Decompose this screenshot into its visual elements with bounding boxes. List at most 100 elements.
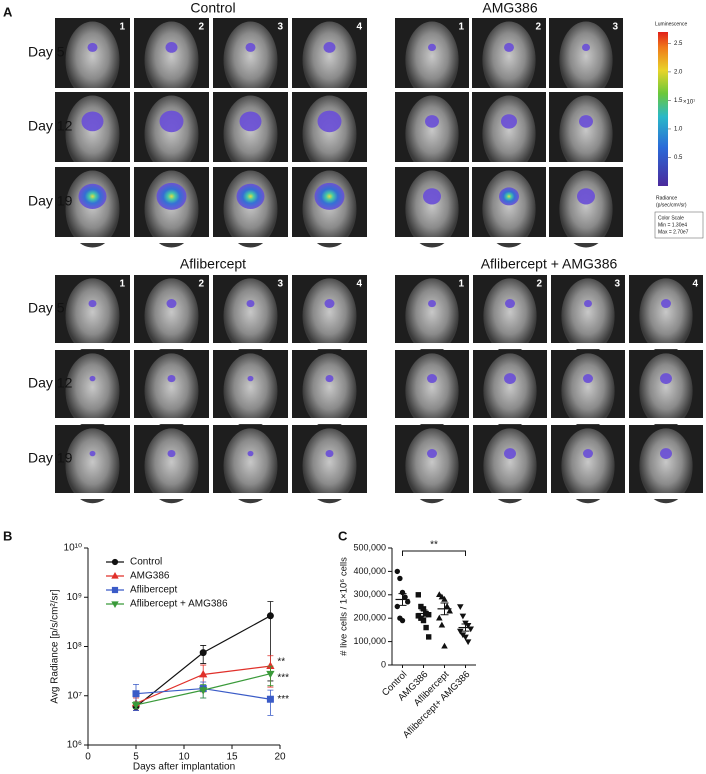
group-title: AMG386 (482, 0, 537, 16)
image-clip (551, 418, 625, 424)
image-clip (473, 343, 547, 349)
mouse-body (302, 353, 357, 429)
image-clip (472, 88, 546, 94)
signal-blob (81, 111, 104, 132)
mouse-number: 4 (692, 279, 698, 290)
mouse-body (144, 353, 199, 429)
image-clip (213, 418, 288, 424)
signal-blob (325, 374, 334, 383)
signal-blob (583, 449, 593, 459)
y-tick-label: 300,000 (353, 589, 386, 599)
mouse-body (483, 353, 537, 429)
signal-blob (504, 448, 516, 459)
image-clip (292, 162, 367, 168)
mouse-number: 3 (612, 22, 618, 33)
marker (420, 617, 427, 624)
legend-marker (111, 586, 119, 594)
marker (131, 702, 141, 710)
image-clip (395, 493, 469, 499)
image-clip (395, 237, 469, 243)
signal-blob (245, 42, 256, 52)
mouse-body (223, 353, 278, 429)
image-clip (55, 343, 130, 349)
mouse-body (144, 21, 199, 99)
image-clip (55, 237, 130, 243)
y-axis-label: # live cells / 1×10⁶ cells (339, 557, 350, 656)
image-clip (472, 162, 546, 168)
mouse-body (65, 353, 120, 429)
marker (132, 690, 140, 698)
signal-blob (660, 373, 672, 384)
image-clip (213, 493, 288, 499)
signal-blob (167, 374, 176, 383)
signal-blob (584, 299, 592, 308)
colorbar (658, 32, 668, 186)
y-tick-label: 500,000 (353, 542, 386, 552)
mouse-body (223, 278, 278, 354)
image-clip (473, 418, 547, 424)
x-tick-label: 5 (133, 752, 139, 763)
signal-blob (165, 42, 178, 53)
marker (436, 591, 443, 598)
mouse-body (559, 95, 613, 173)
colorbar-title: Luminescence (655, 21, 687, 27)
panel-label: A (3, 4, 13, 19)
mouse-body (144, 428, 199, 504)
y-tick-label: 10⁹ (67, 592, 82, 603)
mouse-body (223, 170, 278, 248)
marker (462, 634, 469, 641)
colorbar-tick-label: 2.5 (674, 41, 683, 47)
mouse-body (302, 278, 357, 354)
image-clip (134, 493, 209, 499)
mouse-number: 2 (536, 279, 542, 290)
signal-blob (166, 299, 177, 309)
signal-blob (236, 183, 265, 209)
mouse-body (482, 95, 536, 173)
image-clip (292, 418, 367, 424)
colorbar-unit: Radiance (656, 195, 677, 201)
image-clip (292, 493, 367, 499)
y-tick-label: 10¹⁰ (64, 543, 82, 554)
image-clip (213, 343, 288, 349)
marker (446, 607, 453, 614)
marker (443, 602, 451, 609)
mouse-number: 3 (277, 22, 283, 33)
mouse-body (405, 278, 459, 354)
signal-blob (246, 299, 255, 308)
legend-label: Control (130, 557, 162, 568)
signal-blob (505, 299, 515, 309)
x-tick-label: 0 (85, 752, 91, 763)
group-title: Control (190, 0, 235, 16)
signal-blob (317, 110, 342, 133)
y-tick-label: 0 (381, 659, 386, 669)
mouse-body (482, 170, 536, 248)
panel-label: B (3, 528, 12, 543)
marker (394, 603, 400, 610)
image-clip (134, 162, 209, 168)
marker (199, 670, 208, 678)
signal-blob (583, 374, 593, 384)
mouse-number: 4 (356, 279, 362, 290)
signal-blob (499, 187, 519, 206)
marker (199, 649, 207, 657)
colorbar-tick-label: 0.5 (674, 155, 683, 161)
group-title: Aflibercept + AMG386 (481, 256, 618, 272)
mouse-number: 1 (119, 22, 125, 33)
image-clip (55, 493, 130, 499)
mouse-body (639, 428, 693, 504)
image-clip (629, 493, 703, 499)
mouse-body (405, 170, 459, 248)
mouse-body (223, 21, 278, 99)
sem-bar (461, 623, 470, 632)
marker (423, 624, 429, 631)
image-clip (292, 88, 367, 94)
day-label: Day 19 (28, 450, 73, 466)
signal-blob (89, 375, 96, 382)
image-clip (549, 162, 623, 168)
marker (405, 599, 411, 605)
mouse-number: 2 (535, 22, 541, 33)
signal-blob (579, 115, 593, 128)
signal-blob (504, 42, 514, 52)
mouse-body (405, 428, 459, 504)
